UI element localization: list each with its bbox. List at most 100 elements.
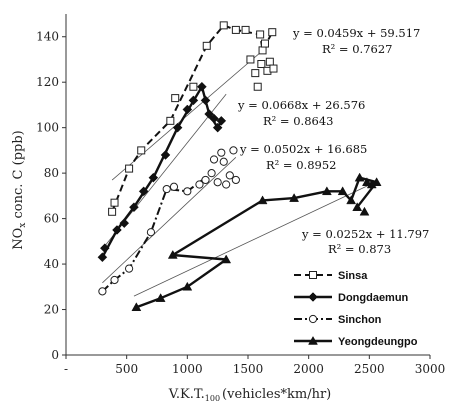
x-tick-label: 3000 xyxy=(415,362,446,376)
x-tick-label: 1000 xyxy=(172,362,203,376)
x-axis-ticks: - 500 1000 1500 2000 2500 3000 xyxy=(64,355,445,376)
r2-dongdaemun-text: R² = 0.8643 xyxy=(263,114,333,128)
point-yeongdeungpo xyxy=(221,254,232,264)
point-sinsa xyxy=(137,146,146,155)
x-tick-label: 2000 xyxy=(293,362,324,376)
legend: Sinsa Dongdaemun Sinchon Yeongdeungpo xyxy=(294,270,418,348)
point-sinchon xyxy=(209,155,219,164)
legend-marker-sinchon xyxy=(308,314,318,324)
point-yeongdeungpo xyxy=(361,177,372,186)
point-sinsa xyxy=(219,21,228,30)
y-axis-title-pre: NO xyxy=(11,228,26,250)
trendline-sinchon xyxy=(102,157,237,284)
r2-yeongdeungpo-text: R² = 0.873 xyxy=(328,242,391,256)
equation-yeongdeungpo: y = 0.0252x + 11.797 R² = 0.873 xyxy=(301,227,429,256)
point-sinchon xyxy=(201,175,210,185)
point-dongdaemun xyxy=(212,122,223,133)
point-sinsa xyxy=(110,198,119,207)
x-axis-title: V.K.T.100 (vehicles*km/hr) xyxy=(168,387,331,403)
x-tick-label: - xyxy=(64,362,68,376)
point-sinsa xyxy=(171,94,180,103)
point-sinsa xyxy=(125,164,134,173)
data-markers xyxy=(97,21,382,312)
series-line-sinsa xyxy=(111,24,274,213)
x-tick-label: 2500 xyxy=(354,362,385,376)
legend-label-yeongdeungpo: Yeongdeungpo xyxy=(338,336,418,348)
y-tick-label: 40 xyxy=(44,257,59,271)
y-tick-label: 140 xyxy=(36,30,59,44)
y-tick-label: 0 xyxy=(51,348,59,362)
point-sinsa xyxy=(253,82,262,91)
point-sinchon xyxy=(183,187,192,196)
legend-marker-sinsa xyxy=(309,271,317,279)
x-tick-label: 500 xyxy=(115,362,138,376)
point-sinsa xyxy=(269,64,278,73)
point-sinchon xyxy=(110,275,119,285)
y-tick-label: 60 xyxy=(44,212,59,226)
point-yeongdeungpo xyxy=(337,186,348,196)
point-dongdaemun xyxy=(129,202,139,213)
point-sinsa xyxy=(251,69,260,78)
point-sinchon xyxy=(213,178,222,187)
x-axis-title-main: V.K.T. xyxy=(168,387,205,402)
y-tick-label: 120 xyxy=(36,75,59,89)
point-yeongdeungpo xyxy=(167,249,178,259)
point-dongdaemun xyxy=(112,225,122,235)
point-yeongdeungpo xyxy=(354,172,365,182)
y-axis-title-post: conc. C (ppb) xyxy=(11,130,26,222)
point-sinchon xyxy=(222,180,231,189)
equation-yeongdeungpo-text: y = 0.0252x + 11.797 xyxy=(301,227,429,241)
point-dongdaemun xyxy=(138,186,149,197)
r2-sinsa-text: R² = 0.7627 xyxy=(322,42,392,56)
point-sinchon xyxy=(162,184,171,194)
legend-marker-dongdaemun xyxy=(308,292,318,302)
point-sinchon xyxy=(207,169,216,178)
legend-label-sinsa: Sinsa xyxy=(338,270,368,282)
point-yeongdeungpo xyxy=(346,195,357,205)
point-sinchon xyxy=(231,175,240,185)
point-sinsa xyxy=(265,57,274,66)
legend-marker-yeongdeungpo xyxy=(308,335,318,345)
point-sinchon xyxy=(225,171,234,180)
x-axis-title-unit: (vehicles*km/hr) xyxy=(222,387,331,402)
point-sinchon xyxy=(124,264,134,273)
point-dongdaemun xyxy=(209,113,219,124)
point-dongdaemun xyxy=(188,95,199,106)
legend-label-dongdaemun: Dongdaemun xyxy=(338,292,409,304)
point-sinsa xyxy=(189,82,198,91)
point-sinsa xyxy=(202,41,211,50)
y-axis-title-subscript: x xyxy=(18,223,28,228)
y-tick-label: 100 xyxy=(36,121,59,135)
point-dongdaemun xyxy=(204,109,215,119)
trendline-sinsa xyxy=(111,47,267,181)
point-sinsa xyxy=(241,25,250,34)
point-sinsa xyxy=(231,25,240,34)
y-axis-ticks: 0 20 40 60 80 100 120 140 xyxy=(36,30,66,362)
point-sinchon xyxy=(195,180,204,189)
point-yeongdeungpo xyxy=(131,302,142,312)
point-sinchon xyxy=(229,146,238,155)
point-sinchon xyxy=(169,182,179,191)
point-dongdaemun xyxy=(99,243,110,254)
y-tick-label: 20 xyxy=(44,303,59,317)
point-sinsa xyxy=(166,116,175,125)
point-yeongdeungpo xyxy=(352,202,363,211)
point-yeongdeungpo xyxy=(182,281,193,291)
x-axis-title-subscript: 100 xyxy=(205,394,220,403)
point-dongdaemun xyxy=(200,95,211,106)
equation-dongdaemun-text: y = 0.0668x + 26.576 xyxy=(237,98,365,112)
point-yeongdeungpo xyxy=(289,193,300,202)
point-dongdaemun xyxy=(160,150,171,160)
equation-dongdaemun: y = 0.0668x + 26.576 R² = 0.8643 xyxy=(237,98,365,128)
point-sinsa xyxy=(246,55,255,64)
legend-label-sinchon: Sinchon xyxy=(338,314,382,326)
point-sinsa xyxy=(256,30,265,39)
point-dongdaemun xyxy=(182,104,193,115)
point-sinchon xyxy=(217,148,226,157)
point-dongdaemun xyxy=(216,115,227,126)
point-yeongdeungpo xyxy=(257,195,268,205)
point-sinchon xyxy=(146,228,156,237)
equation-sinchon-text: y = 0.0502x + 16.685 xyxy=(239,142,367,156)
equation-sinchon: y = 0.0502x + 16.685 R² = 0.8952 xyxy=(239,142,367,172)
